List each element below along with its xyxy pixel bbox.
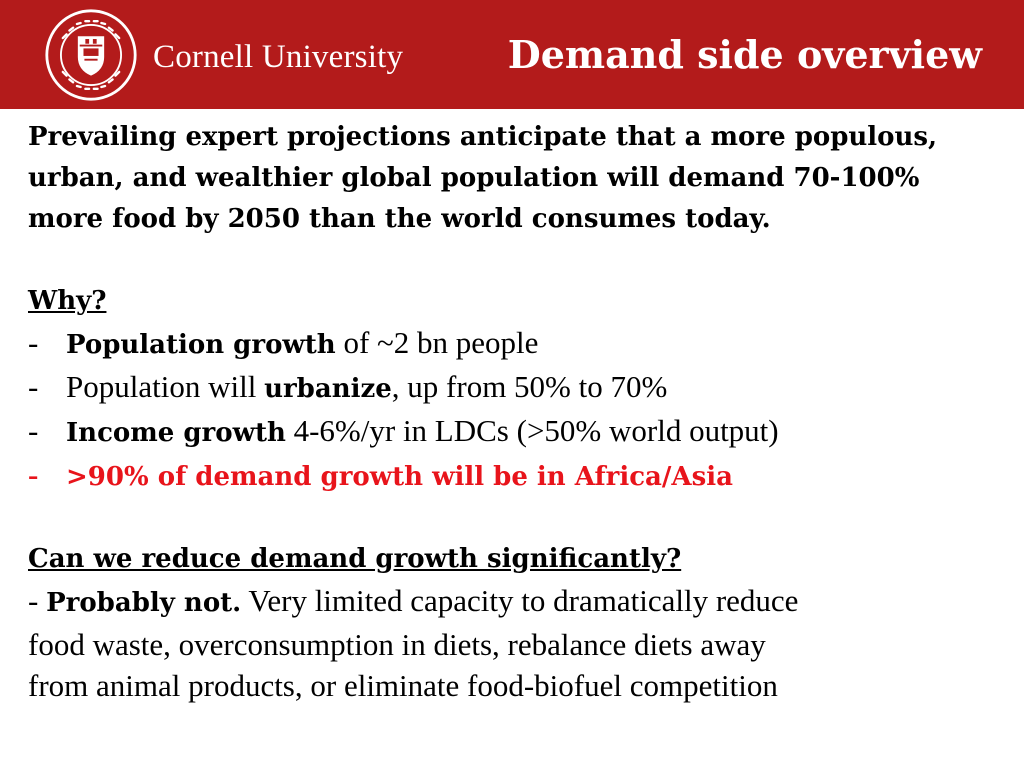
brand-name: Cornell University	[153, 39, 404, 75]
item-text: of ~2 bn people	[335, 325, 539, 360]
header-bar: Cornell University Demand side overview	[0, 0, 1024, 109]
bullet-dash: -	[28, 457, 39, 492]
item-text: , up from 50% to 70%	[391, 369, 668, 404]
why-item-income: - Income growth 4-6%/yr in LDCs (>50% wor…	[28, 410, 998, 454]
reduce-line-3: from animal products, or eliminate food-…	[28, 668, 778, 703]
reduce-dash: -	[28, 583, 47, 618]
reduce-line-2: food waste, overconsumption in diets, re…	[28, 627, 766, 662]
reduce-bold: Probably not.	[46, 588, 242, 618]
why-item-population: - Population growth of ~2 bn people	[28, 322, 998, 366]
item-bold: urbanize	[264, 374, 392, 404]
item-bold: Income growth	[66, 418, 286, 448]
spacer	[28, 240, 998, 281]
item-highlight-text: >90% of demand growth will be in Africa/…	[66, 462, 733, 492]
bullet-dash: -	[28, 325, 39, 360]
reduce-line-1: - Probably not. Very limited capacity to…	[28, 580, 998, 624]
bullet-dash: -	[28, 413, 39, 448]
why-heading: Why?	[28, 281, 998, 322]
spacer	[28, 498, 998, 539]
reduce-text-1: Very limited capacity to dramatically re…	[241, 583, 799, 618]
why-heading-text: Why?	[28, 286, 107, 316]
item-bold: Population growth	[66, 330, 336, 360]
why-item-africa-asia: - >90% of demand growth will be in Africa…	[28, 454, 998, 498]
slide-content: Prevailing expert projections anticipate…	[28, 117, 998, 706]
slide-title: Demand side overview	[507, 32, 982, 77]
reduce-heading-text: Can we reduce demand growth significantl…	[28, 544, 682, 574]
cornell-seal-logo	[44, 8, 138, 102]
item-pre-text: Population will	[66, 369, 265, 404]
bullet-dash: -	[28, 369, 39, 404]
seal-graphic	[45, 9, 137, 101]
why-item-urbanize: - Population will urbanize, up from 50% t…	[28, 366, 998, 410]
reduce-heading: Can we reduce demand growth significantl…	[28, 539, 998, 580]
intro-paragraph: Prevailing expert projections anticipate…	[28, 122, 938, 234]
item-text: 4-6%/yr in LDCs (>50% world output)	[285, 413, 779, 448]
